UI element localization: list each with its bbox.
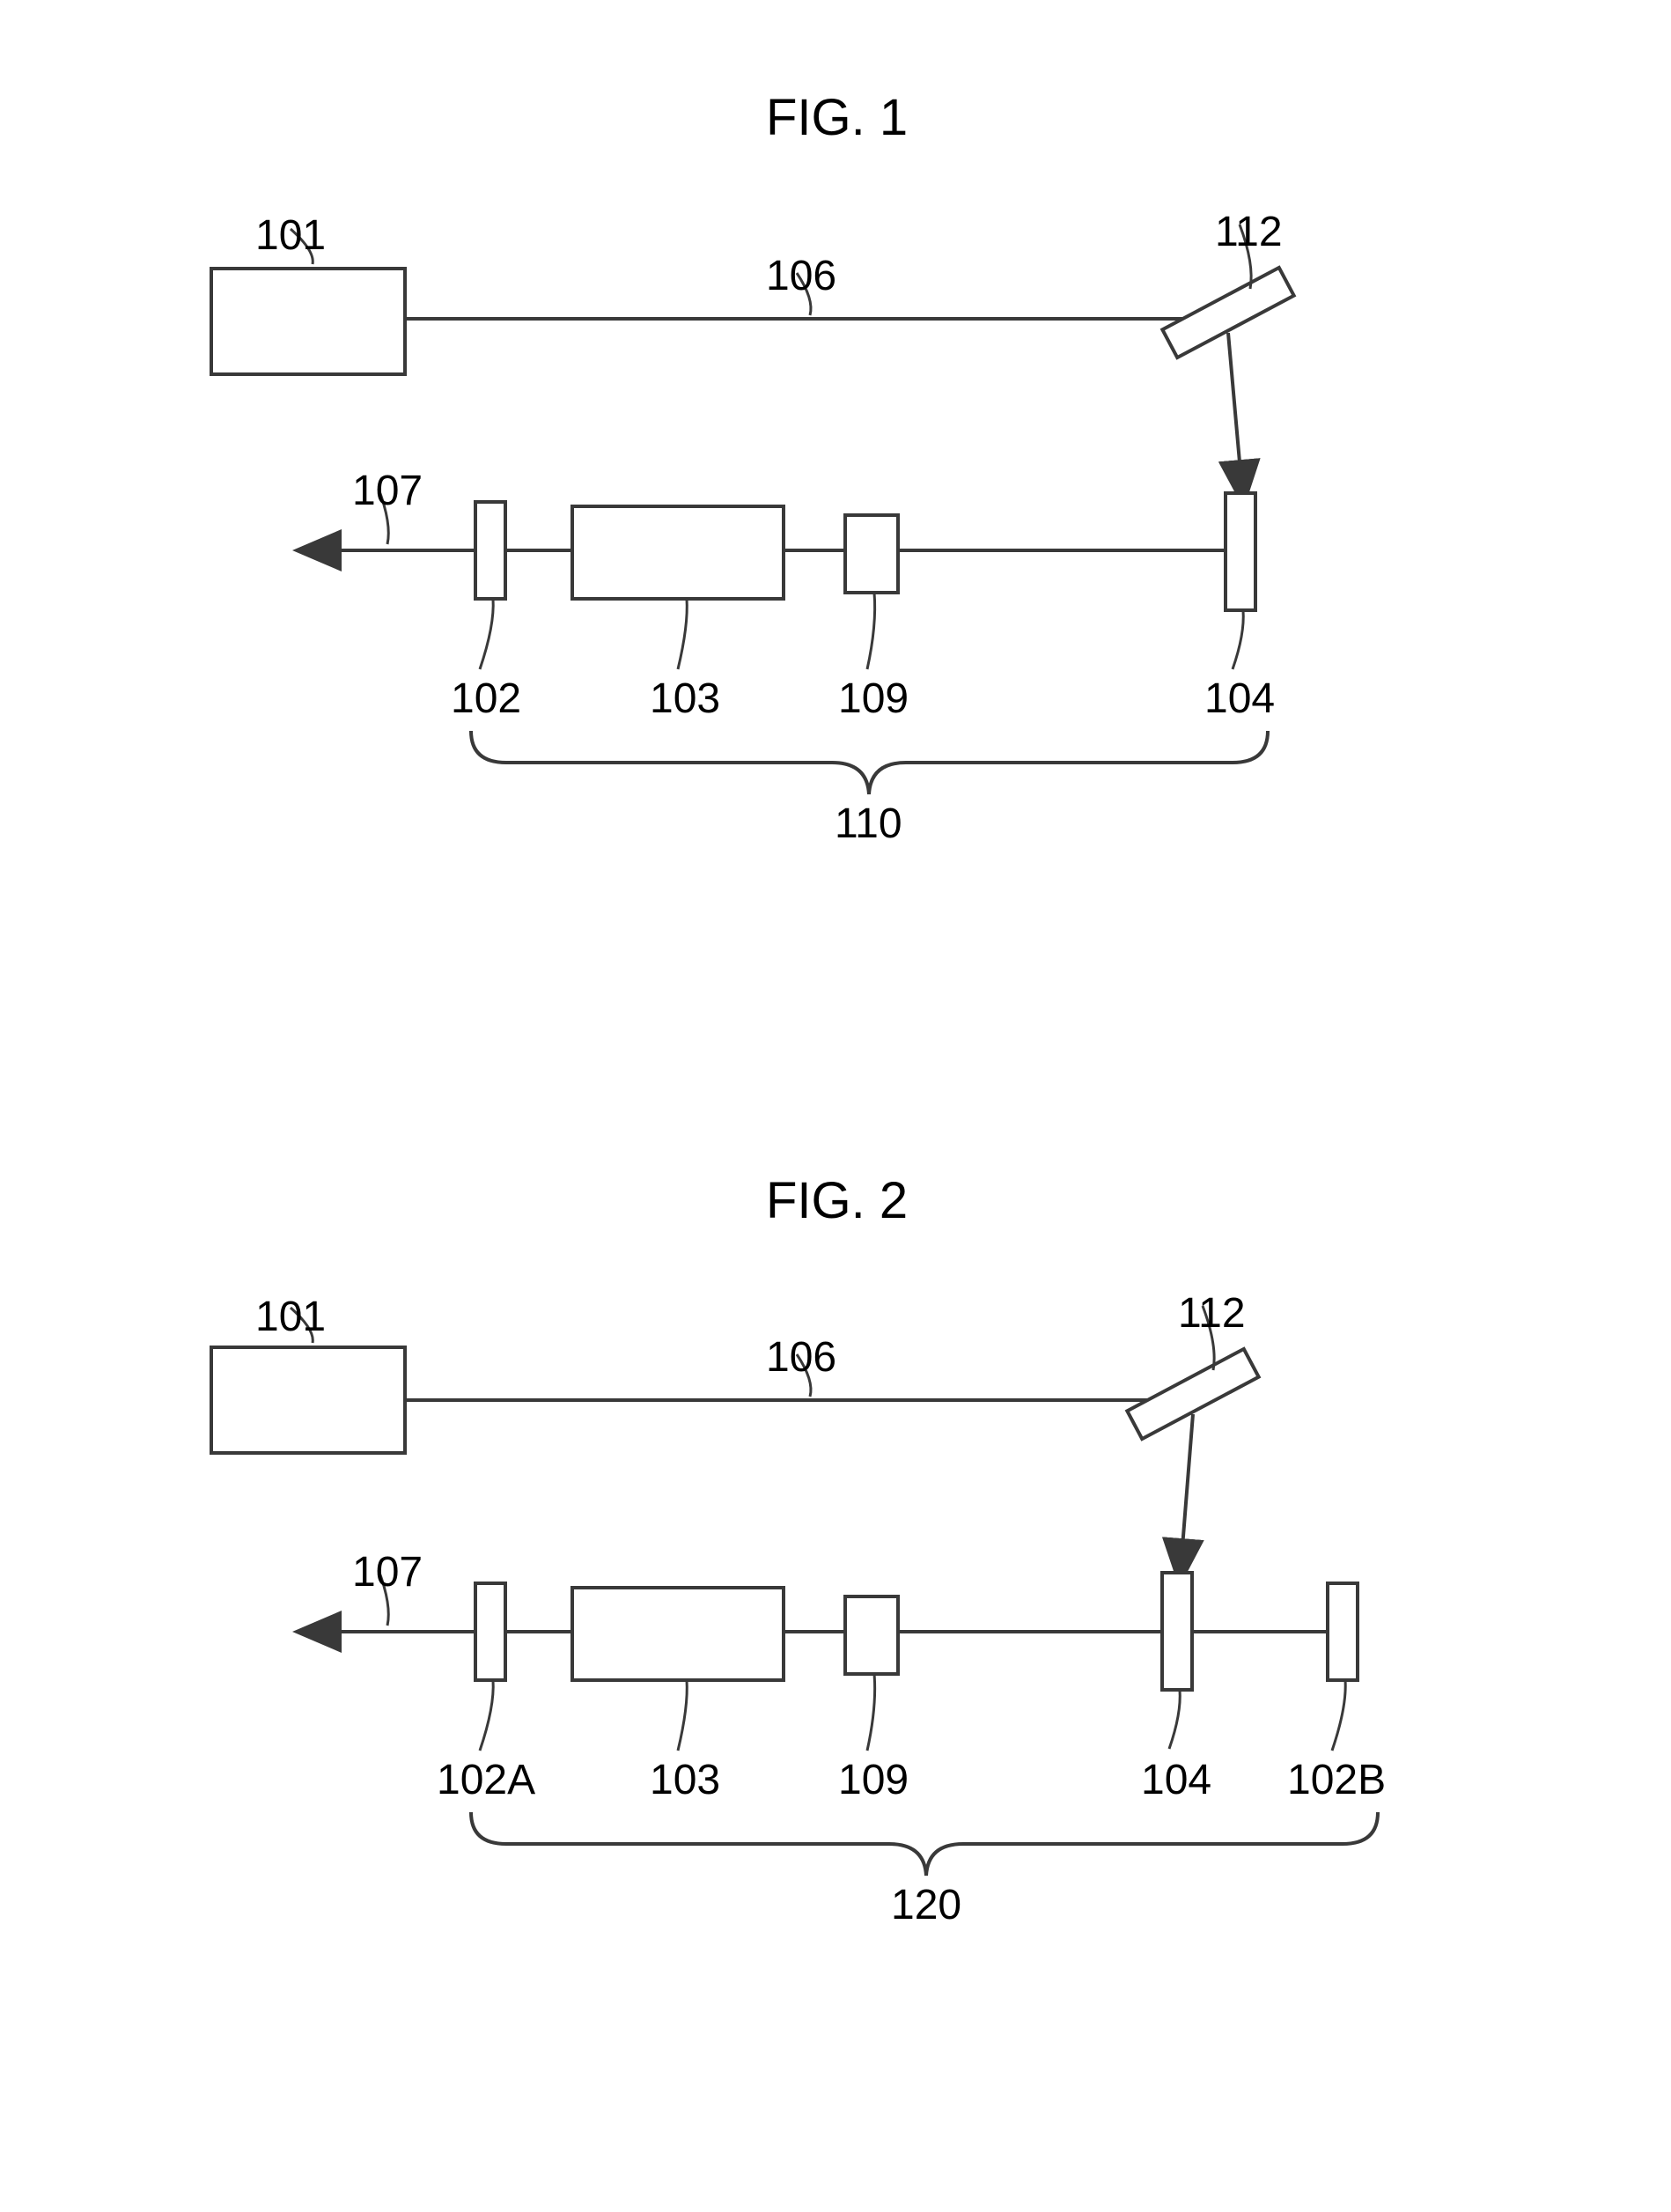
fig2-source-box	[211, 1347, 405, 1453]
fig2-el102b	[1328, 1583, 1358, 1680]
fig1-label-101: 101	[255, 211, 326, 260]
fig1-brace	[471, 731, 1268, 794]
fig1-source-box	[211, 269, 405, 374]
fig2-label-104: 104	[1141, 1756, 1211, 1804]
fig2-label-107: 107	[352, 1548, 423, 1596]
fig1-el104	[1226, 493, 1255, 610]
fig1-el109	[845, 515, 898, 593]
fig2-label-112: 112	[1178, 1289, 1246, 1338]
fig1-el103	[572, 506, 784, 599]
fig2-label-102a: 102A	[437, 1756, 535, 1804]
fig2-label-120: 120	[891, 1881, 961, 1929]
fig2-label-101: 101	[255, 1293, 326, 1341]
fig1-label-107: 107	[352, 467, 423, 515]
fig1-label-102: 102	[451, 675, 521, 723]
fig1-label-104: 104	[1204, 675, 1275, 723]
fig1-label-106: 106	[766, 252, 836, 300]
fig1-label-103: 103	[650, 675, 720, 723]
fig1-el102	[475, 502, 505, 599]
fig2-label-109: 109	[838, 1756, 909, 1804]
fig2-svg	[0, 1083, 1671, 2052]
fig2-el109	[845, 1596, 898, 1674]
fig1-label-112: 112	[1215, 208, 1283, 256]
fig2-label-102b: 102B	[1287, 1756, 1386, 1804]
fig2-brace	[471, 1812, 1378, 1876]
fig2-label-106: 106	[766, 1333, 836, 1382]
fig1-label-110: 110	[835, 800, 902, 848]
fig2-el103	[572, 1588, 784, 1680]
fig2-label-103: 103	[650, 1756, 720, 1804]
fig2-el102a	[475, 1583, 505, 1680]
fig2-el104	[1162, 1573, 1192, 1690]
fig1-label-109: 109	[838, 675, 909, 723]
